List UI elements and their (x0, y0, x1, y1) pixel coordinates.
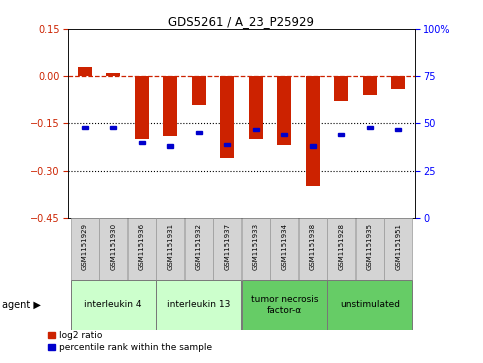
Bar (249, 76, 263, 139)
Bar (213, 218, 241, 280)
Bar (299, 218, 327, 280)
Bar (384, 218, 412, 280)
Bar (391, 76, 405, 89)
Bar (334, 76, 348, 101)
Bar (270, 218, 298, 280)
Bar (395, 127, 401, 131)
Bar (82, 126, 88, 129)
Bar (327, 280, 412, 330)
Text: agent ▶: agent ▶ (2, 300, 41, 310)
Bar (128, 218, 156, 280)
Text: GSM1151934: GSM1151934 (281, 223, 287, 270)
Bar (310, 144, 316, 148)
Bar (363, 76, 377, 95)
Text: GSM1151935: GSM1151935 (367, 223, 373, 270)
Bar (277, 76, 291, 146)
Bar (110, 126, 116, 129)
Title: GDS5261 / A_23_P25929: GDS5261 / A_23_P25929 (169, 15, 314, 28)
Bar (367, 126, 373, 129)
Text: GSM1151929: GSM1151929 (82, 223, 88, 270)
Text: interleukin 13: interleukin 13 (167, 301, 230, 309)
Bar (306, 76, 320, 186)
Bar (156, 280, 241, 330)
Text: GSM1151928: GSM1151928 (338, 223, 344, 270)
Bar (156, 218, 184, 280)
Text: GSM1151932: GSM1151932 (196, 223, 202, 270)
Bar (135, 76, 149, 139)
Text: tumor necrosis
factor-α: tumor necrosis factor-α (251, 295, 318, 315)
Bar (163, 76, 177, 136)
Bar (242, 280, 327, 330)
Bar (327, 218, 355, 280)
Text: GSM1151933: GSM1151933 (253, 223, 259, 270)
Bar (253, 127, 259, 131)
Bar (99, 218, 127, 280)
Text: GSM1151937: GSM1151937 (224, 223, 230, 270)
Bar (220, 76, 234, 158)
Bar (356, 218, 384, 280)
Bar (139, 141, 145, 144)
Bar (71, 218, 99, 280)
Bar (338, 133, 344, 136)
Legend: log2 ratio, percentile rank within the sample: log2 ratio, percentile rank within the s… (48, 331, 212, 352)
Bar (71, 280, 156, 330)
Text: GSM1151931: GSM1151931 (167, 223, 173, 270)
Bar (192, 76, 206, 105)
Bar (106, 73, 120, 76)
Bar (224, 143, 230, 146)
Bar (242, 218, 270, 280)
Bar (196, 131, 202, 134)
Bar (78, 67, 92, 76)
Text: unstimulated: unstimulated (340, 301, 400, 309)
Bar (167, 144, 173, 148)
Text: GSM1151951: GSM1151951 (395, 223, 401, 270)
Text: GSM1151936: GSM1151936 (139, 223, 145, 270)
Bar (281, 133, 287, 136)
Text: interleukin 4: interleukin 4 (85, 301, 142, 309)
Text: GSM1151930: GSM1151930 (110, 223, 116, 270)
Bar (185, 218, 213, 280)
Text: GSM1151938: GSM1151938 (310, 223, 316, 270)
